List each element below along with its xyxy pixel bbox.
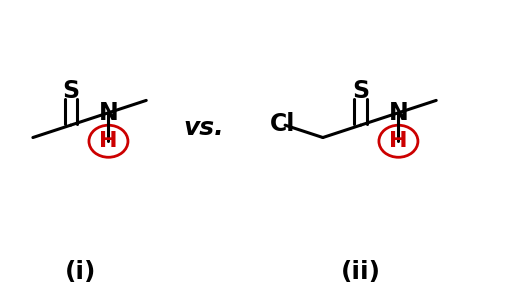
Text: H: H [99,131,118,151]
Text: vs.: vs. [184,116,224,140]
Text: N: N [99,101,118,125]
Text: S: S [62,79,79,103]
Text: H: H [389,131,408,151]
Text: (ii): (ii) [341,260,381,284]
Text: Cl: Cl [270,112,295,136]
Text: (i): (i) [65,260,96,284]
Text: S: S [352,79,369,103]
Text: N: N [389,101,408,125]
